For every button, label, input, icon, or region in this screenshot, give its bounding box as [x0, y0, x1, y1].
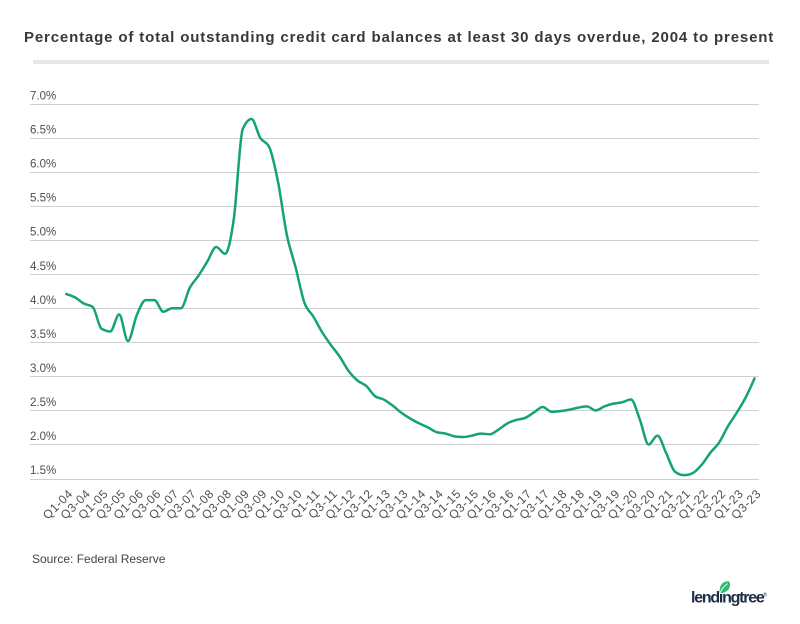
svg-text:2.0%: 2.0% — [30, 431, 56, 443]
svg-text:lendıngtree: lendıngtree — [691, 590, 765, 607]
svg-text:6.0%: 6.0% — [30, 159, 56, 171]
svg-text:7.0%: 7.0% — [30, 91, 56, 103]
svg-text:2.5%: 2.5% — [30, 397, 56, 409]
svg-text:3.5%: 3.5% — [30, 329, 56, 341]
svg-text:4.0%: 4.0% — [30, 295, 56, 307]
svg-text:5.0%: 5.0% — [30, 227, 56, 239]
svg-text:5.5%: 5.5% — [30, 193, 56, 205]
svg-text:3.0%: 3.0% — [30, 363, 56, 375]
svg-text:4.5%: 4.5% — [30, 261, 56, 273]
svg-text:6.5%: 6.5% — [30, 125, 56, 137]
svg-text:®: ® — [763, 592, 768, 599]
svg-text:1.5%: 1.5% — [30, 465, 56, 477]
